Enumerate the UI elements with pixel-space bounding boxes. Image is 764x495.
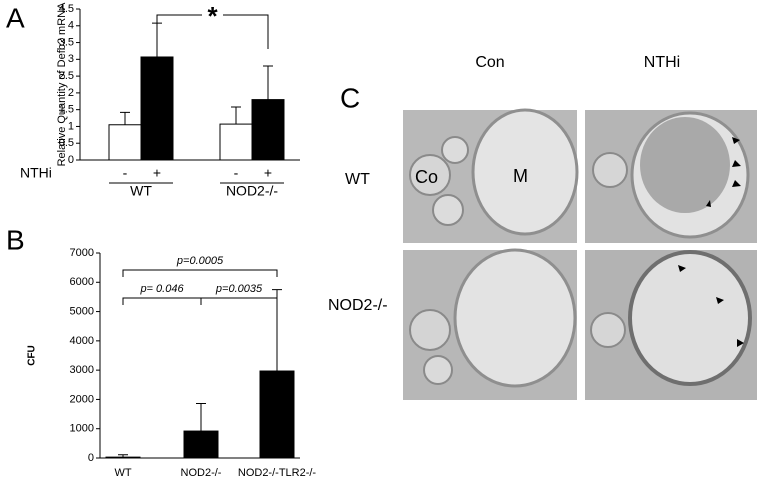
series-label: - — [234, 165, 239, 181]
error-bar — [231, 106, 241, 125]
x-tick-label: NOD2-/-TLR2-/- — [238, 467, 317, 479]
column-label: Con — [475, 54, 504, 71]
y-axis-label: CFU — [27, 345, 38, 366]
y-tick-label: 3000 — [70, 364, 94, 376]
structure-label: M — [513, 166, 528, 186]
y-tick-label: 3.5 — [59, 36, 74, 48]
x-axis-label: NTHi — [20, 165, 52, 181]
p-value: p=0.0035 — [215, 283, 263, 295]
y-tick-label: 1.5 — [59, 104, 74, 116]
significance-mark: * — [207, 1, 218, 31]
y-tick-label: 2 — [68, 87, 74, 99]
y-tick-label: 2000 — [70, 393, 94, 405]
series-label: - — [123, 165, 128, 181]
panel-label: B — [6, 224, 25, 255]
y-tick-label: 0.5 — [59, 137, 74, 149]
error-bar — [196, 403, 206, 432]
image-nod2-nthi — [585, 250, 757, 400]
y-tick-label: 0 — [88, 452, 94, 464]
y-tick-label: 5000 — [70, 305, 94, 317]
significance-bracket — [156, 14, 269, 49]
y-tick-label: 7000 — [70, 247, 94, 259]
panel-label: A — [6, 2, 25, 33]
error-bar — [263, 65, 273, 100]
significance-bracket — [122, 297, 202, 305]
x-tick-label: WT — [114, 467, 131, 479]
image-nod2-con — [403, 248, 577, 400]
column-label: NTHi — [644, 54, 680, 71]
image-wt-con — [403, 108, 579, 243]
y-tick-label: 1000 — [70, 423, 94, 435]
bar — [108, 124, 142, 161]
y-axis-label: Relative Quantity of Defb2 mRNA — [56, 2, 68, 167]
p-value: p=0.0005 — [176, 255, 224, 267]
bar — [105, 456, 141, 459]
x-tick-label: NOD2-/- — [226, 183, 278, 199]
y-tick-label: 4000 — [70, 335, 94, 347]
series-label: + — [264, 165, 272, 181]
y-tick-label: 6000 — [70, 276, 94, 288]
y-tick-label: 2.5 — [59, 70, 74, 82]
y-tick-label: 4 — [68, 20, 74, 32]
significance-bracket — [200, 297, 278, 305]
error-bar — [118, 454, 128, 458]
panel-label: C — [340, 82, 360, 113]
y-tick-label: 1 — [68, 120, 74, 132]
y-tick-label: 0 — [68, 154, 74, 166]
bar — [219, 123, 253, 161]
bar — [251, 99, 285, 161]
x-tick-label: NOD2-/- — [181, 467, 222, 479]
histology-images — [403, 108, 757, 400]
error-bar — [120, 111, 130, 125]
bar — [140, 56, 174, 161]
x-tick-label: WT — [130, 183, 152, 199]
row-label: NOD2-/- — [328, 297, 388, 314]
bar — [259, 370, 295, 459]
p-value: p= 0.046 — [139, 283, 184, 295]
significance-bracket — [122, 269, 278, 277]
y-tick-label: 3 — [68, 53, 74, 65]
bar — [183, 430, 219, 459]
image-wt-nthi — [585, 110, 757, 243]
structure-label: Co — [415, 167, 438, 187]
y-tick-label: 4.5 — [59, 3, 74, 15]
series-label: + — [153, 165, 161, 181]
row-label: WT — [345, 171, 370, 188]
